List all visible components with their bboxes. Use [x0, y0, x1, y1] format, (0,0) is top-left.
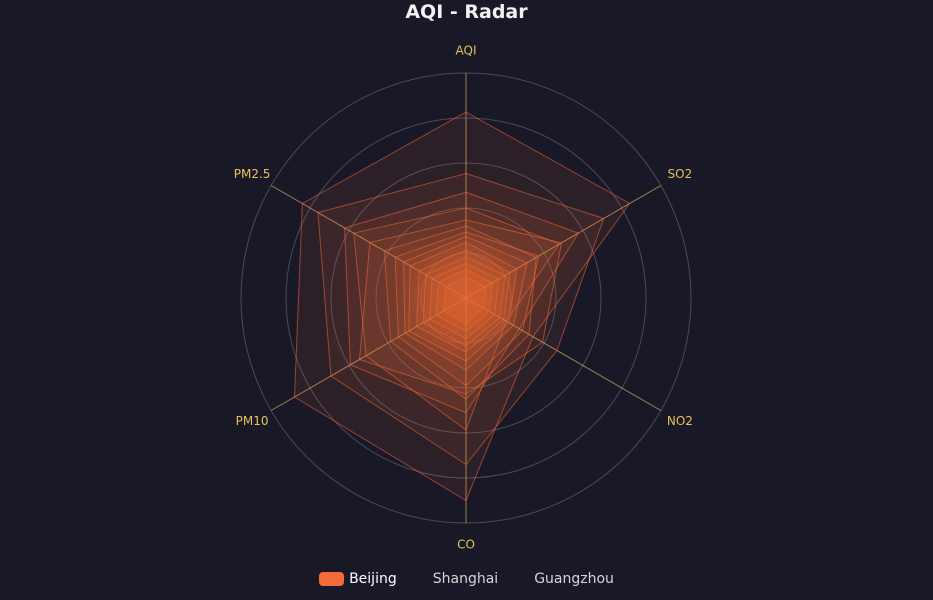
radar-area-beijing-13: [443, 276, 487, 325]
legend-item-guangzhou[interactable]: Guangzhou: [534, 571, 614, 587]
indicator-label-so2: SO2: [668, 167, 693, 181]
legend-item-beijing[interactable]: Beijing: [319, 571, 397, 587]
radar-area-beijing-4: [358, 219, 563, 395]
indicator-label-pm10: PM10: [236, 414, 269, 428]
legend-swatch-beijing: [319, 572, 345, 586]
radar-area-beijing-6: [394, 231, 540, 387]
radar-area-beijing-0: [294, 111, 631, 502]
radar-area-beijing-2: [344, 191, 580, 414]
indicator-label-no2: NO2: [667, 414, 693, 428]
indicator-label-aqi: AQI: [456, 44, 477, 58]
indicator-label-co: CO: [457, 538, 475, 552]
legend-label-guangzhou: Guangzhou: [534, 571, 614, 587]
legend-item-shanghai[interactable]: Shanghai: [433, 571, 498, 587]
legend-label-shanghai: Shanghai: [432, 571, 499, 587]
chart-title: AQI - Radar: [405, 1, 528, 23]
legend-label-beijing: Beijing: [349, 571, 397, 587]
indicator-label-pm25: PM2.5: [234, 167, 271, 181]
radar-area-beijing-7: [403, 235, 528, 371]
radar-area-beijing-1: [317, 172, 605, 466]
legend: Beijing Shanghai Guangzhou: [0, 571, 933, 587]
center-glow: [406, 238, 526, 358]
radar-area-beijing-11: [429, 262, 500, 340]
